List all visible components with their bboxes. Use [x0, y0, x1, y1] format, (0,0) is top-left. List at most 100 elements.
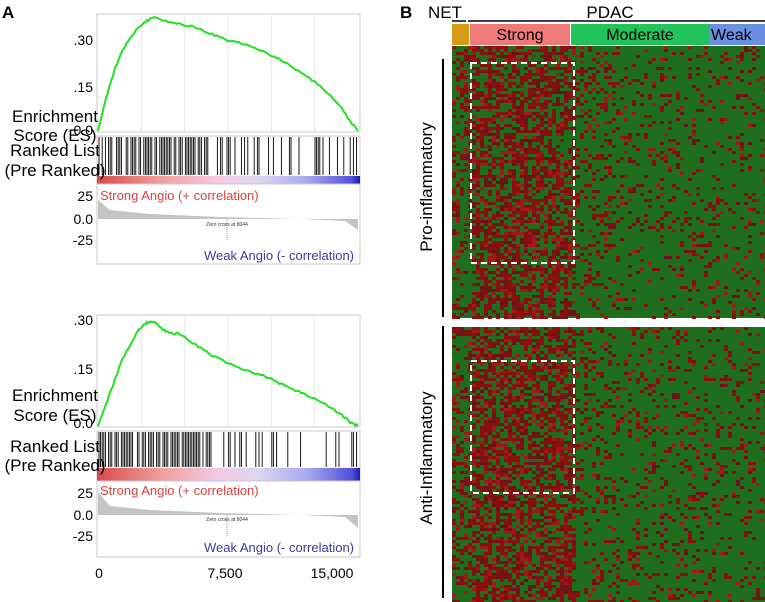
heatmap-cell [608, 495, 612, 498]
heatmap-cell [752, 298, 756, 301]
heatmap-cell [500, 501, 504, 504]
heatmap-cell [500, 157, 504, 160]
heatmap-cell [488, 357, 492, 360]
heatmap-cell [540, 136, 544, 139]
heatmap-cell [716, 462, 720, 465]
heatmap-cell [536, 387, 540, 390]
heatmap-cell [488, 453, 492, 456]
heatmap-cell [556, 130, 560, 133]
heatmap-cell [540, 142, 544, 145]
heatmap-cell [476, 160, 480, 163]
heatmap-cell [476, 408, 480, 411]
strong-angio-label: Strong Angio (+ correlation) [100, 188, 259, 203]
heatmap-cell [532, 94, 536, 97]
heatmap-cell [740, 552, 744, 555]
heatmap-cell [496, 456, 500, 459]
heatmap-cell [564, 49, 568, 52]
heatmap-cell [712, 354, 716, 357]
heatmap-cell [496, 537, 500, 540]
heatmap-cell [540, 94, 544, 97]
heatmap-cell [520, 157, 524, 160]
heatmap-cell [464, 55, 468, 58]
heatmap-cell [704, 103, 708, 106]
heatmap-cell [492, 354, 496, 357]
heatmap-cell [556, 238, 560, 241]
heatmap-cell [544, 199, 548, 202]
heatmap-cell [584, 441, 588, 444]
heatmap-cell [464, 333, 468, 336]
heatmap-cell [544, 570, 548, 573]
heatmap-cell [616, 259, 620, 262]
heatmap-cell [620, 112, 624, 115]
heatmap-cell [512, 456, 516, 459]
heatmap-cell [484, 414, 488, 417]
heatmap-cell [608, 453, 612, 456]
heatmap-cell [504, 223, 508, 226]
heatmap-cell [580, 411, 584, 414]
heatmap-cell [512, 58, 516, 61]
heatmap-cell [716, 310, 720, 313]
heatmap-cell [576, 333, 580, 336]
heatmap-cell [660, 241, 664, 244]
highlight-box-bottom [470, 360, 575, 494]
heatmap-cell [752, 52, 756, 55]
heatmap-cell [476, 513, 480, 516]
heatmap-cell [504, 142, 508, 145]
heatmap-cell [476, 130, 480, 133]
heatmap-cell [664, 549, 668, 552]
heatmap-cell [452, 501, 456, 504]
heatmap-cell [628, 558, 632, 561]
heatmap-cell [680, 462, 684, 465]
heatmap-cell [512, 187, 516, 190]
heatmap-cell [496, 594, 500, 597]
heatmap-cell [756, 483, 760, 486]
heatmap-cell [532, 82, 536, 85]
heatmap-cell [552, 85, 556, 88]
heatmap-cell [508, 73, 512, 76]
heatmap-cell [504, 447, 508, 450]
heatmap-cell [552, 82, 556, 85]
heatmap-cell [680, 112, 684, 115]
heatmap-cell [452, 426, 456, 429]
heatmap-cell [552, 118, 556, 121]
heatmap-cell [544, 528, 548, 531]
heatmap-cell [496, 85, 500, 88]
heatmap-cell [544, 106, 548, 109]
heatmap-cell [640, 184, 644, 187]
heatmap-cell [460, 489, 464, 492]
heatmap-cell [560, 363, 564, 366]
heatmap-cell [472, 67, 476, 70]
heatmap-cell [528, 208, 532, 211]
heatmap-cell [468, 118, 472, 121]
heatmap-cell [480, 295, 484, 298]
heatmap-cell [456, 316, 460, 319]
heatmap-cell [544, 585, 548, 588]
heatmap-cell [508, 298, 512, 301]
heatmap-cell [484, 238, 488, 241]
heatmap-cell [524, 301, 528, 304]
heatmap-cell [460, 582, 464, 585]
heatmap-cell [512, 52, 516, 55]
heatmap-cell [496, 528, 500, 531]
heatmap-cell [472, 459, 476, 462]
heatmap-cell [484, 507, 488, 510]
heatmap-cell [724, 573, 728, 576]
heatmap-cell [476, 163, 480, 166]
heatmap-cell [488, 384, 492, 387]
heatmap-cell [524, 115, 528, 118]
heatmap-cell [688, 217, 692, 220]
heatmap-cell [744, 567, 748, 570]
heatmap-cell [464, 52, 468, 55]
heatmap-cell [516, 411, 520, 414]
heatmap-cell [712, 456, 716, 459]
heatmap-cell [512, 136, 516, 139]
heatmap-cell [500, 160, 504, 163]
heatmap-cell [744, 307, 748, 310]
heatmap-cell [560, 483, 564, 486]
heatmap-cell [604, 121, 608, 124]
heatmap-cell [484, 384, 488, 387]
heatmap-cell [508, 381, 512, 384]
heatmap-cell [504, 408, 508, 411]
heatmap-cell [616, 555, 620, 558]
heatmap-cell [500, 100, 504, 103]
